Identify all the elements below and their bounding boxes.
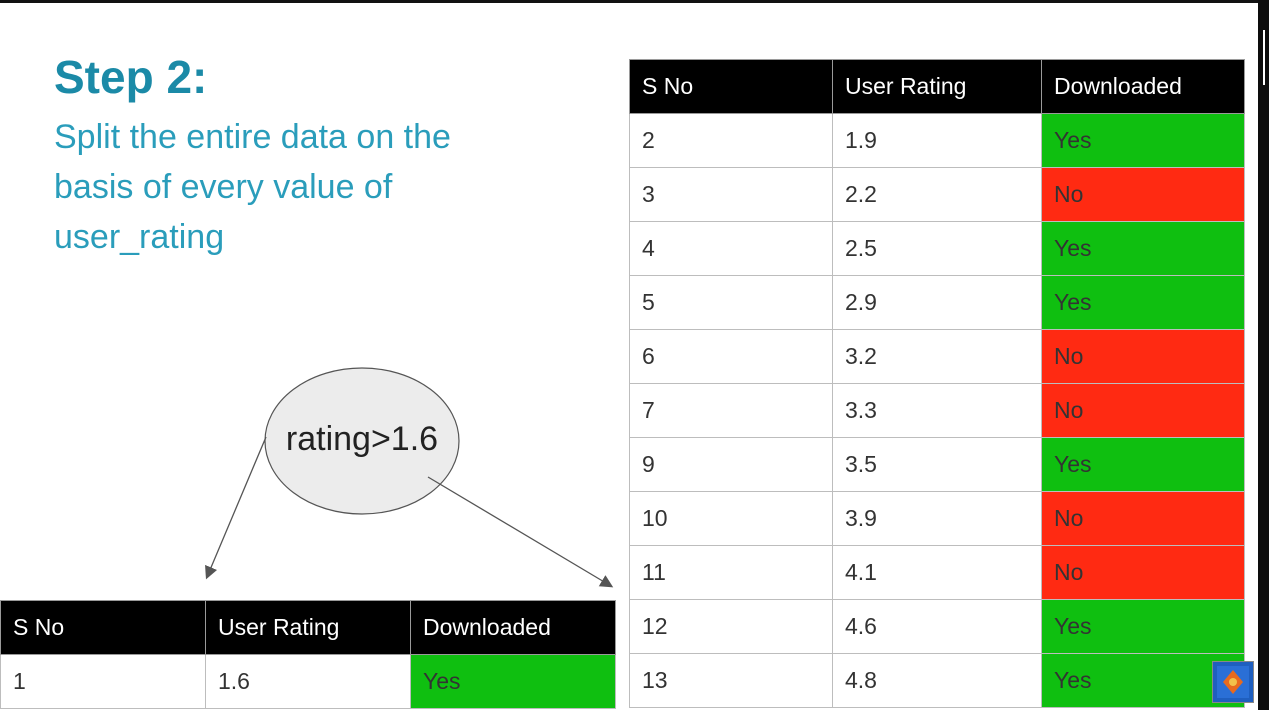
cell-user-rating: 1.6 xyxy=(205,654,411,709)
cell-user-rating: 3.9 xyxy=(832,491,1042,546)
right-edge-bar xyxy=(1258,0,1269,710)
left-split-table: S No User Rating Downloaded 1 1.6 Yes xyxy=(0,600,616,709)
cell-downloaded: No xyxy=(1041,329,1245,384)
table-header-row: S No User Rating Downloaded xyxy=(0,600,616,655)
cell-sno: 6 xyxy=(629,329,833,384)
cell-downloaded: Yes xyxy=(410,654,616,709)
cell-sno: 10 xyxy=(629,491,833,546)
table-row: 1 1.6 Yes xyxy=(0,654,616,709)
cell-user-rating: 2.2 xyxy=(832,167,1042,222)
cell-sno: 13 xyxy=(629,653,833,708)
cell-downloaded: Yes xyxy=(1041,653,1245,708)
cell-user-rating: 4.6 xyxy=(832,599,1042,654)
table-row: 5 2.9 Yes xyxy=(629,275,1245,330)
cell-downloaded: Yes xyxy=(1041,275,1245,330)
cell-downloaded: Yes xyxy=(1041,599,1245,654)
cell-user-rating: 3.5 xyxy=(832,437,1042,492)
cell-downloaded: Yes xyxy=(1041,113,1245,168)
cell-sno: 2 xyxy=(629,113,833,168)
cell-user-rating: 4.1 xyxy=(832,545,1042,600)
table-row: 3 2.2 No xyxy=(629,167,1245,222)
table-row: 10 3.9 No xyxy=(629,491,1245,546)
cell-sno: 1 xyxy=(0,654,206,709)
cell-downloaded: No xyxy=(1041,167,1245,222)
cell-downloaded: No xyxy=(1041,383,1245,438)
top-border xyxy=(0,0,1269,3)
header-sno: S No xyxy=(629,59,833,114)
step-description: Split the entire data on the basis of ev… xyxy=(54,118,451,256)
table-row: 6 3.2 No xyxy=(629,329,1245,384)
cell-sno: 9 xyxy=(629,437,833,492)
cell-sno: 11 xyxy=(629,545,833,600)
cell-sno: 12 xyxy=(629,599,833,654)
cell-sno: 4 xyxy=(629,221,833,276)
cell-user-rating: 4.8 xyxy=(832,653,1042,708)
cell-downloaded: Yes xyxy=(1041,221,1245,276)
cell-user-rating: 2.5 xyxy=(832,221,1042,276)
cell-user-rating: 3.2 xyxy=(832,329,1042,384)
left-branch-arrow xyxy=(205,436,267,580)
cell-sno: 5 xyxy=(629,275,833,330)
table-row: 12 4.6 Yes xyxy=(629,599,1245,654)
table-row: 11 4.1 No xyxy=(629,545,1245,600)
cell-downloaded: No xyxy=(1041,491,1245,546)
cell-user-rating: 3.3 xyxy=(832,383,1042,438)
cell-user-rating: 1.9 xyxy=(832,113,1042,168)
header-sno: S No xyxy=(0,600,206,655)
header-user-rating: User Rating xyxy=(832,59,1042,114)
table-row: 7 3.3 No xyxy=(629,383,1245,438)
channel-logo-icon xyxy=(1212,661,1254,703)
table-row: 4 2.5 Yes xyxy=(629,221,1245,276)
step-title: Step 2: xyxy=(54,51,208,103)
header-user-rating: User Rating xyxy=(205,600,411,655)
header-downloaded: Downloaded xyxy=(1041,59,1245,114)
decision-node-label: rating>1.6 xyxy=(285,420,439,458)
table-header-row: S No User Rating Downloaded xyxy=(629,59,1245,114)
cell-downloaded: No xyxy=(1041,545,1245,600)
header-downloaded: Downloaded xyxy=(410,600,616,655)
right-edge-marker xyxy=(1263,30,1265,85)
table-row: 2 1.9 Yes xyxy=(629,113,1245,168)
right-branch-arrow xyxy=(427,476,614,588)
cell-sno: 7 xyxy=(629,383,833,438)
right-split-table: S No User Rating Downloaded 2 1.9 Yes 3 2.2 N… xyxy=(629,59,1245,708)
cell-sno: 3 xyxy=(629,167,833,222)
cell-downloaded: Yes xyxy=(1041,437,1245,492)
table-row: 13 4.8 Yes xyxy=(629,653,1245,708)
table-row: 9 3.5 Yes xyxy=(629,437,1245,492)
cell-user-rating: 2.9 xyxy=(832,275,1042,330)
